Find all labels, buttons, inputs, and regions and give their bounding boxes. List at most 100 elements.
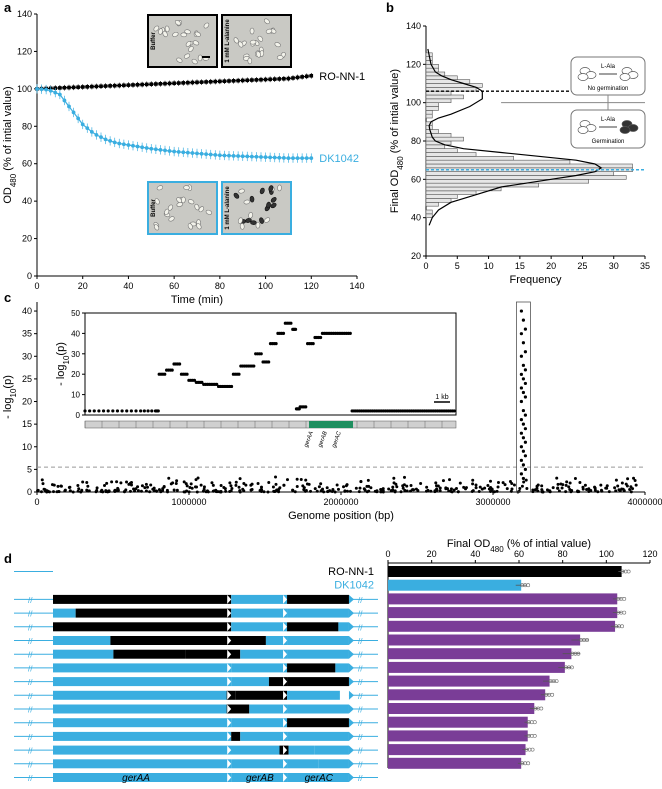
data-point — [620, 481, 624, 485]
peak-point — [523, 395, 528, 399]
data-point — [548, 489, 552, 493]
data-point — [132, 487, 136, 491]
histogram-bar — [425, 110, 433, 115]
data-point — [175, 488, 179, 492]
data-point — [474, 483, 478, 487]
inset-point — [318, 335, 323, 340]
inset-y-tick-label: 10 — [71, 391, 80, 400]
inset-y-tick-label: 30 — [71, 350, 80, 359]
data-point — [525, 486, 529, 490]
gene-arrow — [283, 759, 288, 769]
spore — [164, 25, 170, 33]
replicate-point — [626, 569, 631, 574]
spore — [233, 192, 240, 199]
data-point — [35, 86, 39, 91]
data-point — [486, 484, 490, 488]
inset-point — [200, 380, 204, 384]
data-point — [503, 483, 507, 487]
x-tick-label: 20 — [78, 281, 88, 291]
inset-label: 1 mM L-alanine — [225, 19, 231, 63]
construct-segment — [287, 773, 349, 782]
bar — [388, 661, 565, 673]
data-point — [176, 150, 181, 154]
peak-point — [521, 422, 526, 426]
data-point — [295, 477, 299, 481]
gene-label: gerAC — [305, 773, 334, 784]
data-point — [89, 130, 94, 134]
data-point — [85, 488, 89, 492]
gene-arrow — [283, 608, 288, 618]
peak-point — [521, 449, 526, 453]
data-point — [162, 485, 166, 489]
data-point — [148, 490, 152, 494]
spore — [274, 42, 281, 48]
data-point — [540, 488, 544, 492]
data-point — [71, 490, 75, 494]
construct-segment — [268, 677, 288, 687]
break-mark: // — [28, 664, 33, 673]
data-point — [629, 485, 633, 489]
replicate-point — [530, 747, 535, 752]
data-point — [403, 488, 407, 492]
bar — [388, 703, 535, 714]
data-point — [131, 143, 135, 148]
y-tick-label: 60 — [22, 159, 32, 169]
data-point — [202, 485, 206, 489]
spore — [256, 51, 261, 58]
break-mark: // — [28, 637, 33, 646]
data-point — [167, 81, 172, 86]
spore — [187, 199, 195, 205]
data-point — [268, 155, 273, 160]
data-point — [464, 487, 468, 491]
data-point — [456, 490, 460, 494]
inset-point — [185, 372, 189, 376]
data-point — [277, 490, 281, 494]
data-point — [501, 481, 505, 485]
data-point — [304, 74, 309, 79]
data-point — [236, 154, 241, 158]
gene-arrow-end — [348, 704, 354, 714]
spore — [205, 209, 213, 215]
data-point — [100, 489, 104, 493]
x-tick-label: 0 — [34, 497, 39, 507]
data-point — [140, 145, 145, 150]
category-label-1: DK1042 — [334, 580, 374, 592]
construct-segment — [287, 663, 336, 673]
x-tick-label: 25 — [577, 261, 587, 271]
data-point — [85, 126, 90, 131]
data-point — [36, 489, 40, 493]
data-point — [559, 482, 563, 486]
data-point — [599, 483, 603, 487]
data-point — [343, 489, 347, 493]
data-point — [357, 490, 361, 494]
panel-letter-b: b — [386, 0, 394, 15]
data-point — [256, 482, 260, 486]
data-point — [268, 77, 272, 82]
data-point — [194, 478, 198, 482]
chart-a: 0 20 40 60 80 100 120 140 0 20 40 60 80 100 120 140 Time… — [2, 9, 365, 306]
peak-point — [521, 476, 526, 481]
inset-y-tick-label: 40 — [71, 329, 80, 338]
break-mark: // — [358, 678, 363, 687]
inset-point — [259, 352, 263, 356]
gene-arrow — [283, 663, 288, 673]
spore — [176, 57, 183, 63]
peak-point — [523, 467, 528, 471]
data-point — [58, 86, 62, 90]
inset-point — [111, 409, 115, 413]
data-point — [230, 486, 234, 490]
data-point — [80, 488, 84, 492]
data-point — [309, 156, 314, 161]
construct-segment — [287, 636, 349, 645]
data-point — [185, 484, 189, 488]
break-mark: // — [358, 747, 363, 756]
inset-point — [192, 378, 197, 382]
break-mark: // — [28, 719, 33, 728]
data-point — [163, 81, 167, 86]
data-point — [304, 478, 308, 482]
diagram-label: L-Ala — [601, 64, 616, 70]
histogram-bar — [425, 190, 477, 195]
gene-arrow — [227, 608, 232, 618]
break-mark: // — [28, 706, 33, 715]
